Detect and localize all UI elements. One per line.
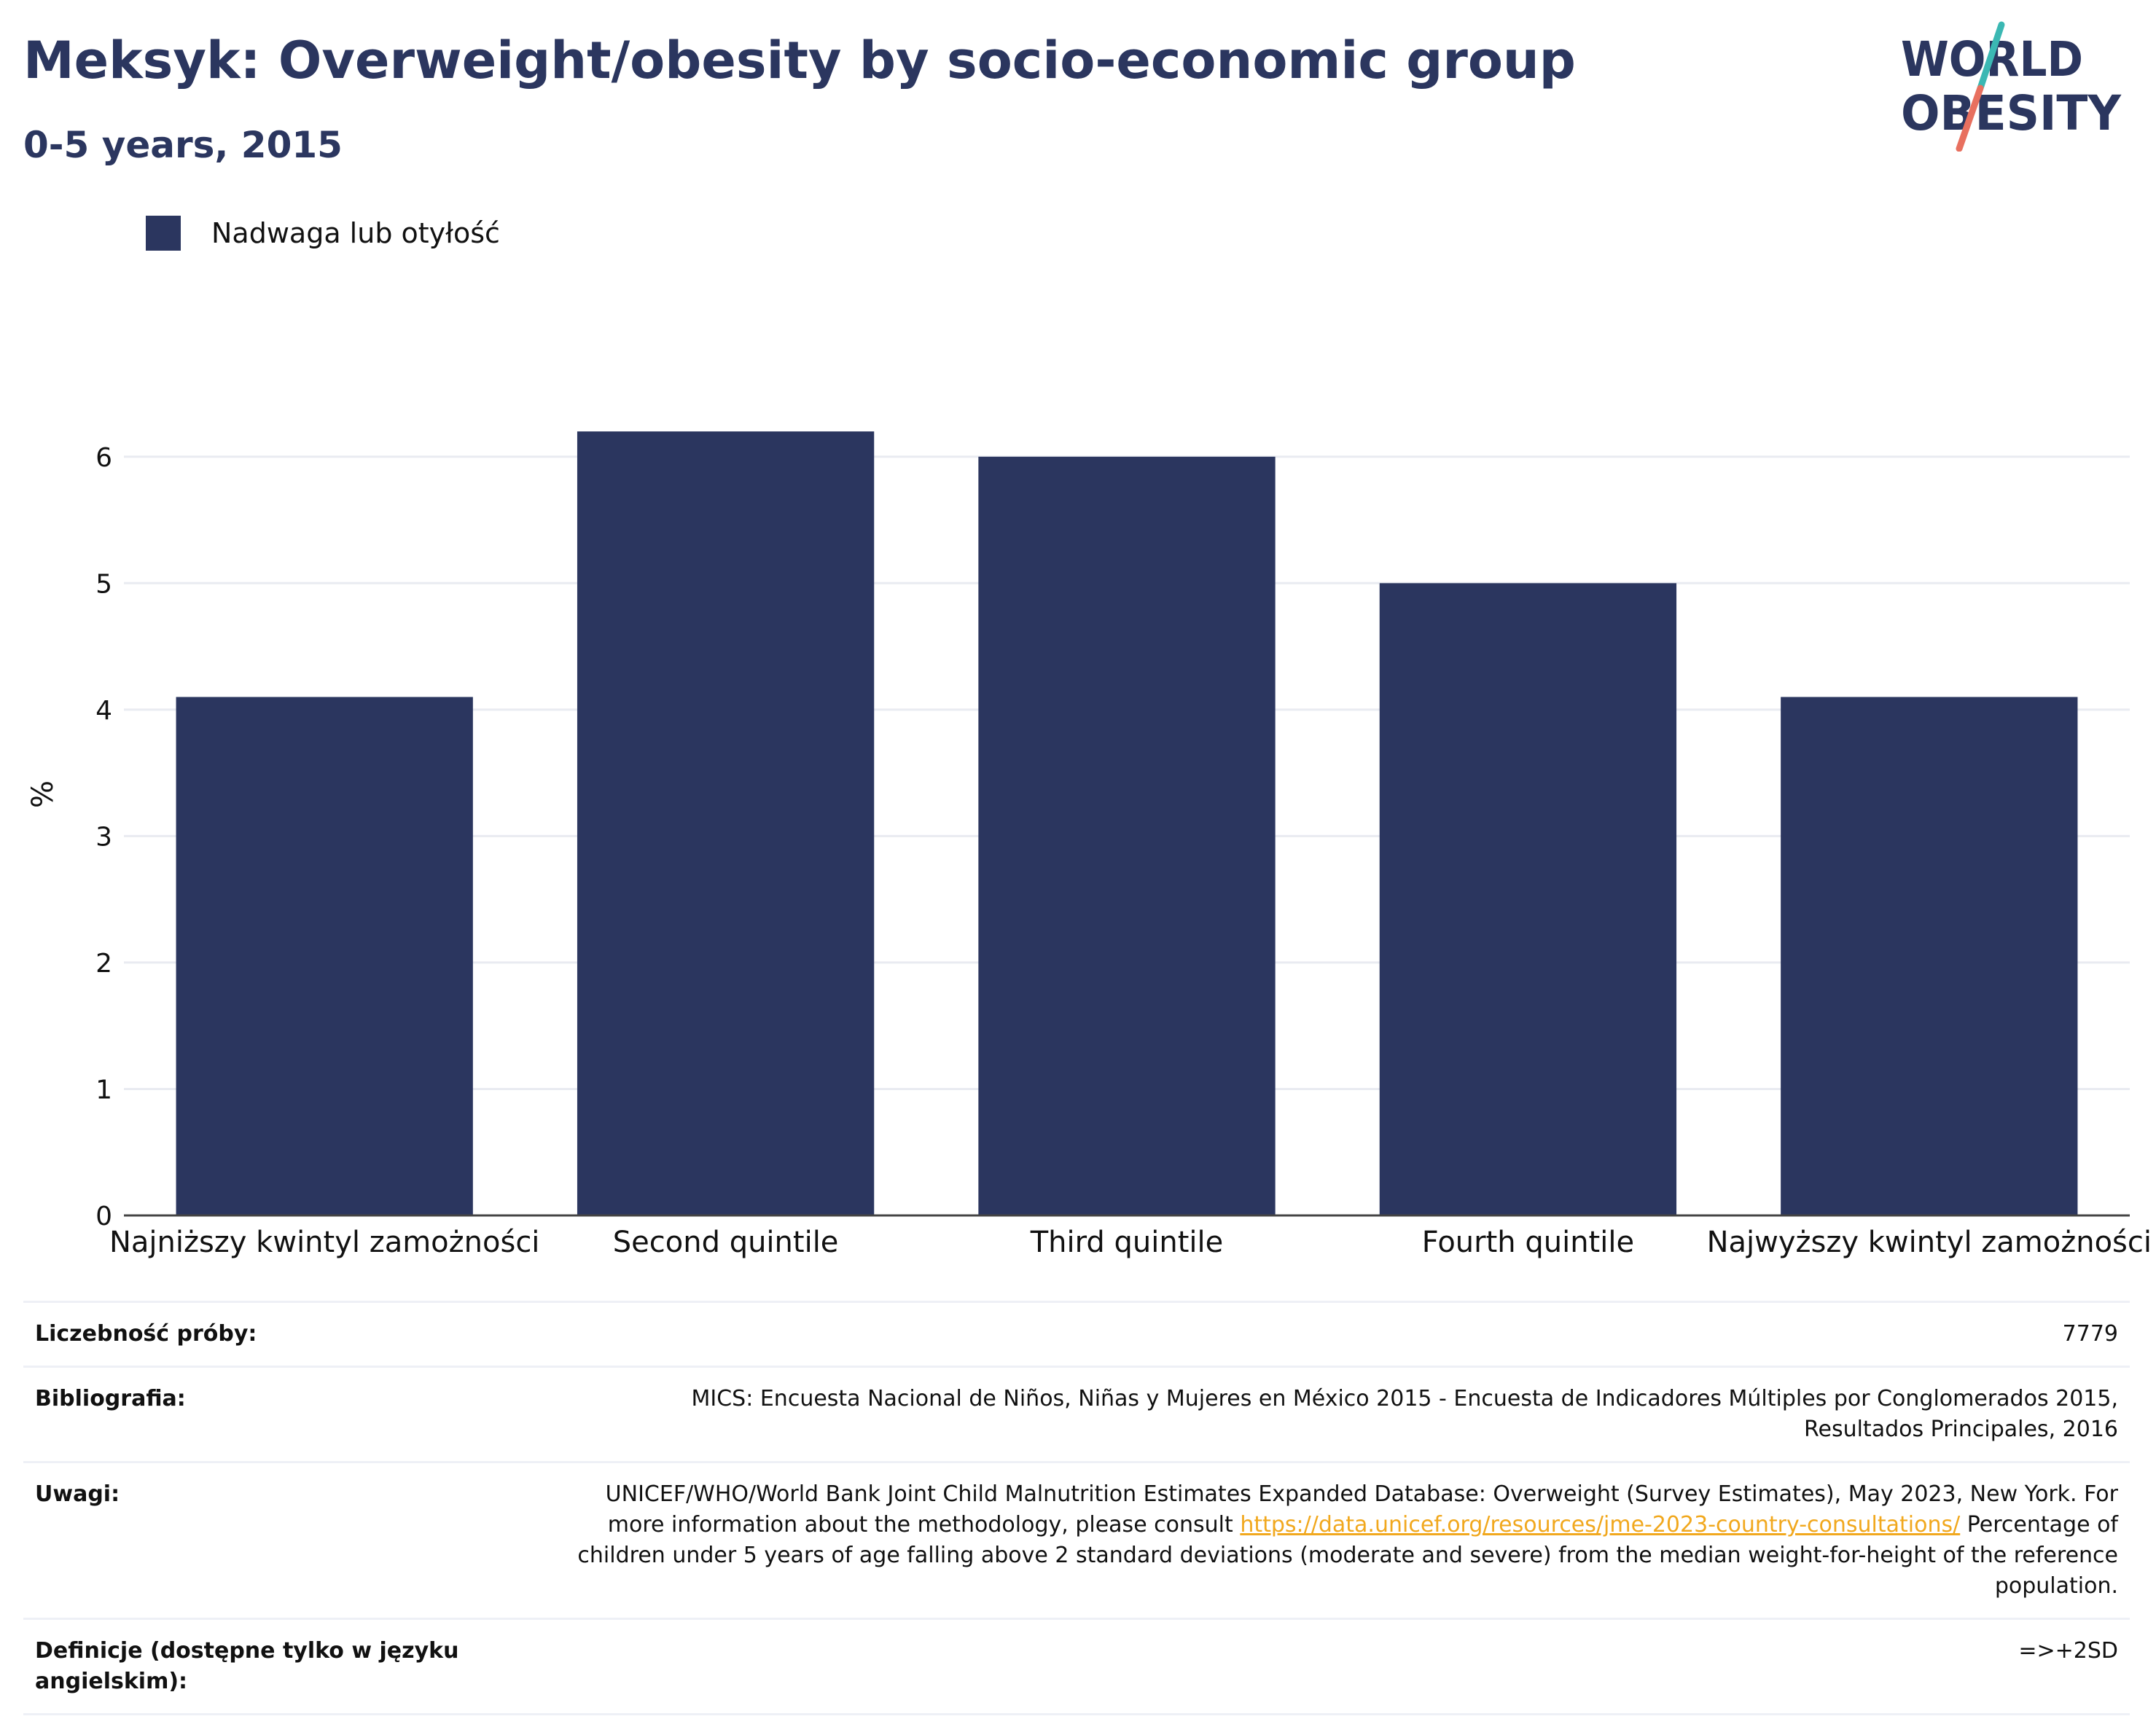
y-tick-label: 1 [95, 1075, 112, 1105]
y-tick-label: 5 [95, 569, 112, 599]
meta-value: 7779 [2062, 1321, 2118, 1347]
y-tick-label: 0 [95, 1202, 112, 1231]
y-tick-label: 6 [95, 443, 112, 473]
meta-label: Liczebność próby: [35, 1321, 257, 1347]
meta-row-definitions: Definicje (dostępne tylko w języku angie… [23, 1618, 2130, 1715]
chart-legend[interactable]: Nadwaga lub otyłość [146, 216, 500, 251]
meta-row-sample-size: Liczebność próby: 7779 [23, 1301, 2130, 1366]
bar[interactable] [1379, 583, 1677, 1215]
x-tick-label: Fourth quintile [1422, 1226, 1634, 1259]
metadata-table: Liczebność próby: 7779 Bibliografia: MIC… [23, 1301, 2130, 1715]
bar-chart: 0 1 2 3 4 5 6% Najniższy kwintyl zamożności Seco… [26, 431, 2152, 1259]
notes-text-after: Percentage of children under 5 years of … [577, 1512, 2118, 1599]
meta-row-bibliography: Bibliografia: MICS: Encuesta Nacional de… [23, 1366, 2130, 1461]
meta-value: UNICEF/WHO/World Bank Joint Child Malnut… [566, 1479, 2118, 1602]
legend-swatch [146, 216, 181, 251]
x-tick-label: Najniższy kwintyl zamożności [109, 1226, 539, 1259]
logo-slash-coral [1956, 85, 1984, 152]
meta-label: Uwagi: [35, 1481, 120, 1507]
x-tick-label: Second quintile [613, 1226, 839, 1259]
chart-subtitle: 0-5 years, 2015 [23, 124, 343, 166]
notes-text-before: UNICEF/WHO/World Bank Joint Child Malnut… [605, 1481, 2118, 1538]
chart-title: Meksyk: Overweight/obesity by socio-econ… [23, 31, 1576, 90]
meta-row-notes: Uwagi: UNICEF/WHO/World Bank Joint Child… [23, 1461, 2130, 1618]
bar[interactable] [978, 456, 1276, 1215]
methodology-link[interactable]: https://data.unicef.org/resources/jme-20… [1240, 1512, 1961, 1538]
x-tick-label: Najwyższy kwintyl zamożności [1707, 1226, 2152, 1259]
meta-label: Bibliografia: [35, 1386, 186, 1411]
y-tick-label: 2 [95, 949, 112, 979]
meta-label: Definicje (dostępne tylko w języku angie… [35, 1638, 459, 1694]
bar[interactable] [1781, 697, 2078, 1215]
bar[interactable] [577, 431, 875, 1215]
logo-word-obesity: OBESITY [1901, 85, 2122, 141]
x-tick-label: Third quintile [1030, 1226, 1223, 1259]
y-tick-label: 4 [95, 696, 112, 726]
y-tick-label: 3 [95, 822, 112, 852]
world-obesity-logo: WORLD OBESITY [1901, 21, 2122, 152]
meta-value: MICS: Encuesta Nacional de Niños, Niñas … [691, 1386, 2118, 1442]
bars [176, 431, 2078, 1215]
axes: 0 1 2 3 4 5 6% Najniższy kwintyl zamożności Seco… [26, 443, 2152, 1259]
bar[interactable] [176, 697, 473, 1215]
logo-slash-teal [1977, 21, 2005, 92]
y-axis-label: % [26, 780, 60, 808]
legend-label: Nadwaga lub otyłość [211, 217, 500, 249]
meta-value: =>+2SD [2018, 1638, 2118, 1664]
